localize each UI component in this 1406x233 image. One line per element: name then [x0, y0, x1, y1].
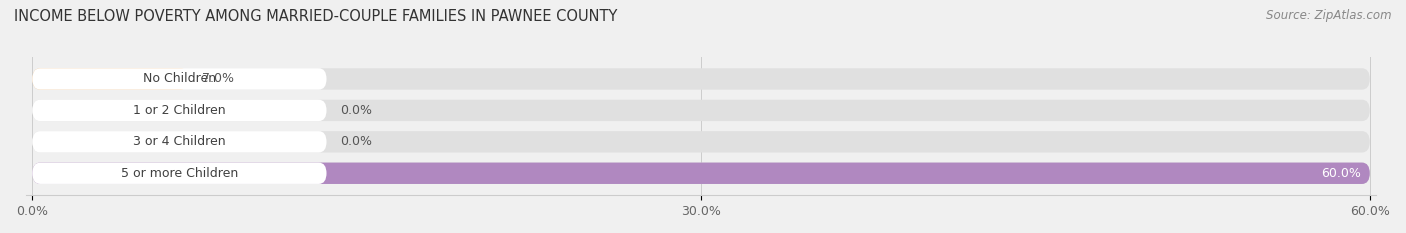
Text: 0.0%: 0.0%	[340, 104, 373, 117]
FancyBboxPatch shape	[32, 163, 1369, 184]
Text: 7.0%: 7.0%	[201, 72, 233, 86]
FancyBboxPatch shape	[32, 131, 1369, 153]
FancyBboxPatch shape	[32, 163, 326, 184]
Text: 5 or more Children: 5 or more Children	[121, 167, 238, 180]
FancyBboxPatch shape	[32, 68, 326, 90]
Text: INCOME BELOW POVERTY AMONG MARRIED-COUPLE FAMILIES IN PAWNEE COUNTY: INCOME BELOW POVERTY AMONG MARRIED-COUPL…	[14, 9, 617, 24]
FancyBboxPatch shape	[32, 131, 326, 153]
Text: 1 or 2 Children: 1 or 2 Children	[134, 104, 226, 117]
FancyBboxPatch shape	[32, 68, 188, 90]
FancyBboxPatch shape	[32, 68, 1369, 90]
Text: 3 or 4 Children: 3 or 4 Children	[134, 135, 226, 148]
FancyBboxPatch shape	[32, 100, 326, 121]
Text: 60.0%: 60.0%	[1322, 167, 1361, 180]
FancyBboxPatch shape	[32, 163, 1369, 184]
Text: Source: ZipAtlas.com: Source: ZipAtlas.com	[1267, 9, 1392, 22]
Text: 0.0%: 0.0%	[340, 135, 373, 148]
Text: No Children: No Children	[143, 72, 217, 86]
FancyBboxPatch shape	[32, 100, 1369, 121]
